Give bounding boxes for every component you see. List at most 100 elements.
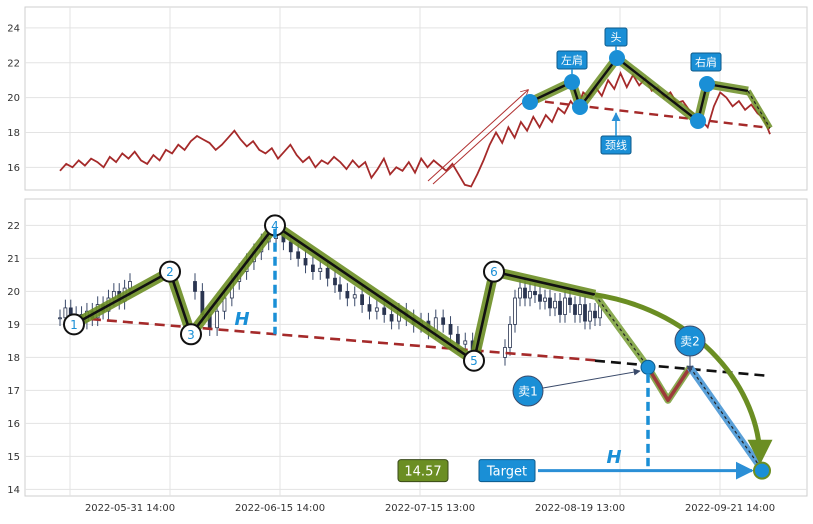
pivot-label: 6	[490, 265, 498, 279]
candle-body	[588, 310, 592, 322]
pivot-label: 5	[470, 354, 478, 368]
pivot-circle	[63, 313, 85, 336]
candle-body	[538, 294, 542, 302]
candle-body	[553, 300, 557, 309]
bottom-y-tick-label: 21	[7, 254, 20, 265]
candle-body	[593, 310, 597, 319]
right-shoulder-label: 右肩	[695, 55, 717, 69]
bottom-y-tick-label: 15	[7, 452, 20, 463]
candle-body	[310, 264, 315, 272]
top-y-tick-label: 24	[7, 23, 20, 34]
candle-body	[325, 267, 330, 279]
sell1-label: 卖1	[518, 385, 538, 399]
candle-body	[518, 287, 522, 299]
bottom-y-tick-label: 19	[7, 320, 20, 331]
sell1-badge	[512, 375, 544, 407]
target-label-box	[478, 459, 536, 483]
pivot-circle	[463, 349, 485, 372]
candle-body	[548, 297, 552, 309]
candle-body	[389, 314, 394, 322]
bottom-neckline-extension	[594, 359, 766, 377]
bottom-y-tick-label: 14	[7, 485, 20, 496]
candle-body	[513, 297, 517, 325]
candle-body	[568, 297, 572, 305]
bottom-y-tick-label: 16	[7, 419, 20, 430]
pivot-label: 2	[166, 265, 174, 279]
candle-body	[193, 281, 197, 292]
candle-body	[563, 297, 567, 315]
bottom-plot: 1 2 3 4 5 6 H H 卖1 卖2 14.57 Target	[58, 214, 773, 483]
candle-body	[333, 277, 337, 286]
head-label: 头	[611, 31, 622, 44]
candle-body	[543, 297, 547, 302]
bottom-x-tick-label: 2022-05-31 14:00	[85, 503, 175, 514]
candle-body	[382, 307, 387, 315]
neckline-label: 颈线	[605, 138, 627, 152]
target-height-label: H	[606, 447, 621, 468]
candle-body	[338, 284, 342, 292]
candle-body	[128, 281, 132, 289]
bottom-y-ticks: 14 15 16 17 18 19 20 21 22	[7, 221, 20, 496]
candle-body	[573, 304, 577, 315]
top-y-tick-label: 18	[7, 128, 20, 139]
top-y-ticks: 16 18 20 22 24	[7, 23, 20, 173]
candle-body	[508, 323, 512, 348]
right-shoulder-label-box	[690, 52, 722, 72]
pivot-circle	[180, 323, 202, 346]
top-projection-line	[747, 90, 771, 129]
left-shoulder-label: 左肩	[561, 53, 583, 67]
candle-body	[318, 267, 323, 272]
target-value-label: 14.57	[404, 465, 441, 480]
bottom-y-tick-label: 17	[7, 386, 20, 397]
pivot-label: 4	[271, 219, 279, 233]
bottom-x-tick-label: 2022-08-19 13:00	[535, 503, 625, 514]
candle-body	[215, 310, 220, 329]
candle-body	[463, 340, 468, 345]
candle-body	[441, 317, 446, 325]
candle-body	[63, 307, 68, 319]
candle-body	[455, 333, 460, 345]
sell1-point	[640, 359, 656, 375]
bottom-y-tick-label: 20	[7, 287, 20, 298]
pullback-line	[646, 366, 692, 403]
candle-body	[558, 300, 562, 315]
candle-body	[367, 304, 372, 312]
candle-body	[374, 307, 379, 312]
candle-body	[533, 290, 537, 296]
pivot-label: 1	[70, 318, 78, 332]
candle-body	[528, 290, 532, 299]
candle-body	[58, 317, 62, 320]
height-label: H	[234, 309, 249, 330]
projection-curve	[594, 292, 773, 465]
sell2-label: 卖2	[680, 335, 700, 349]
bottom-y-tick-label: 22	[7, 221, 20, 232]
top-y-tick-label: 16	[7, 163, 20, 174]
top-pivot-marker-5	[699, 76, 715, 92]
breakout-arrow-edge	[432, 94, 532, 185]
candle-body	[578, 304, 582, 315]
candle-body	[303, 257, 308, 266]
bottom-x-tick-label: 2022-06-15 14:00	[235, 503, 325, 514]
top-y-tick-label: 20	[7, 93, 20, 104]
candle-body	[345, 290, 350, 299]
top-pivot-marker-1	[564, 74, 580, 90]
price-line	[59, 70, 771, 188]
top-pivot-marker-3	[609, 50, 625, 66]
bottom-x-ticks: 2022-05-31 14:00 2022-06-15 14:00 2022-07-…	[85, 503, 775, 514]
top-pivot-marker-4	[690, 113, 706, 129]
candle-body	[288, 241, 293, 253]
candle-body	[296, 251, 301, 259]
top-pivot-marker-0	[522, 94, 538, 110]
candle-body	[523, 287, 527, 299]
candle-body	[583, 304, 587, 322]
candle-body	[360, 294, 365, 306]
top-y-tick-label: 22	[7, 58, 20, 69]
top-pivot-marker-2	[572, 99, 588, 115]
sell1-pointer	[542, 368, 641, 389]
bottom-y-tick-label: 18	[7, 353, 20, 364]
candle-body	[352, 294, 357, 299]
pivot-circle	[483, 260, 505, 283]
